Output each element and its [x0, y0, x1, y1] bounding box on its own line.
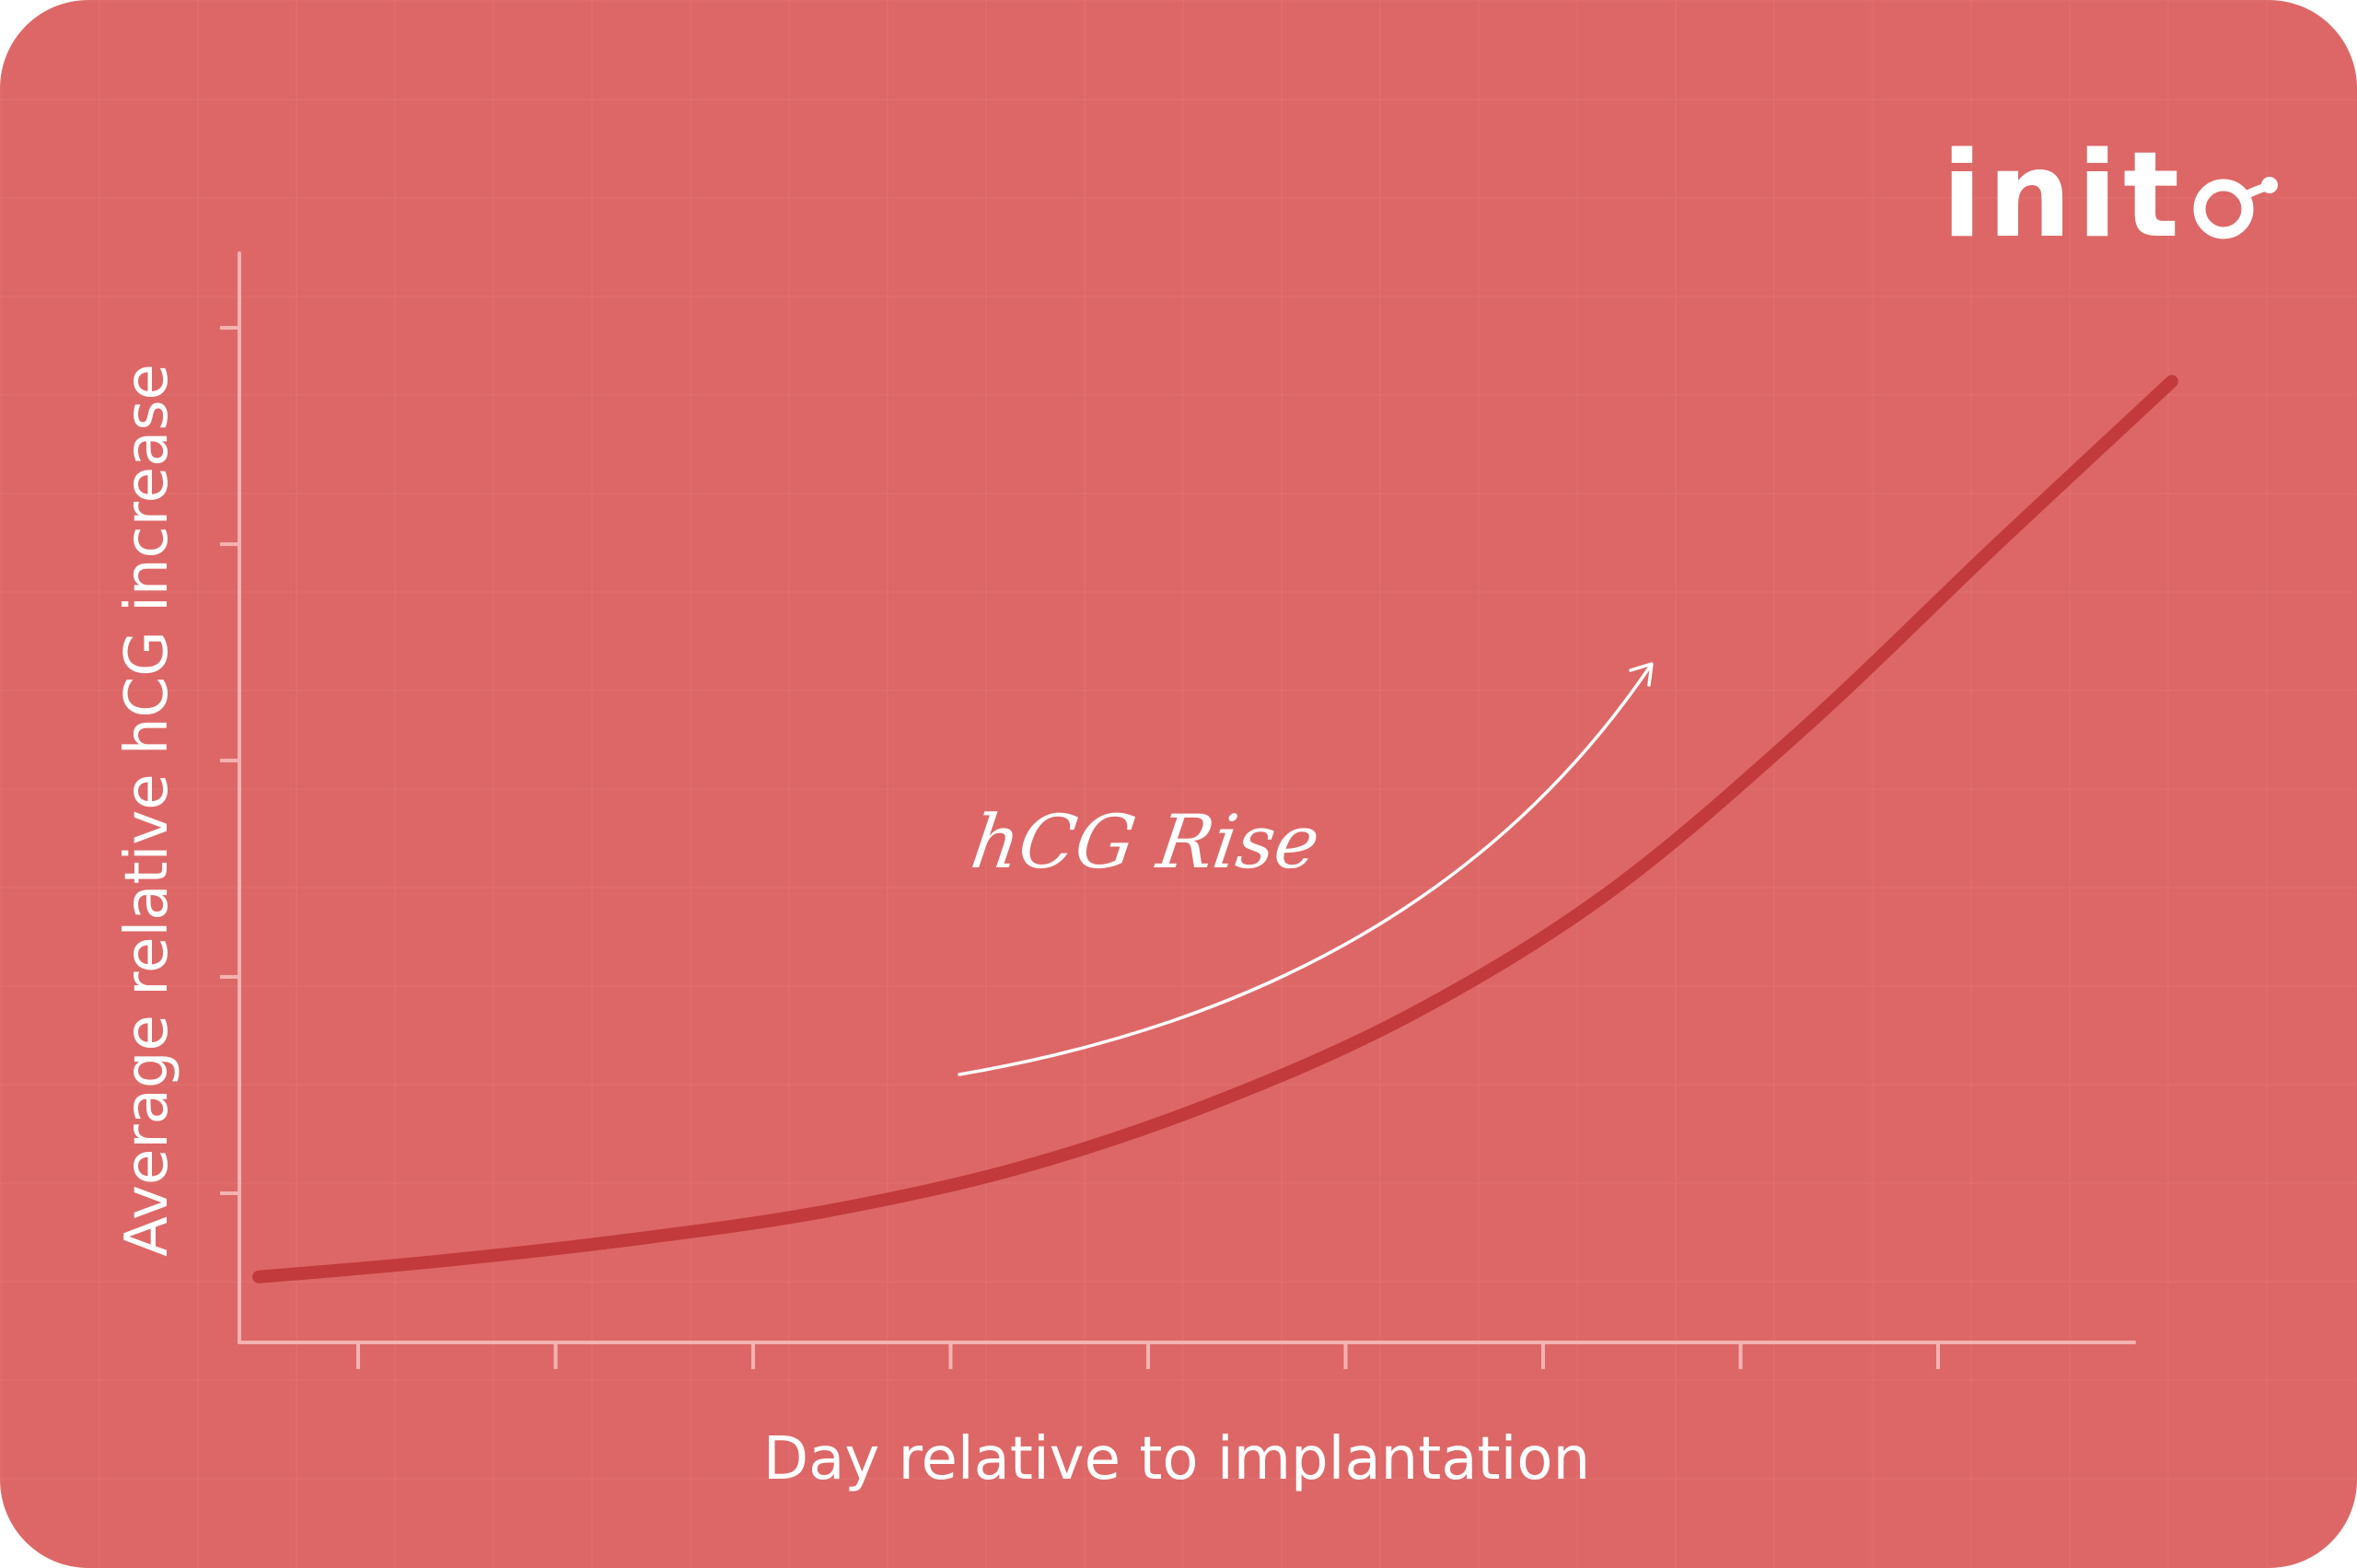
logo-wordmark: init — [1941, 127, 2185, 264]
x-axis-label: Day relative to implantation — [762, 1425, 1591, 1493]
inito-o-ring-icon — [2193, 177, 2278, 239]
hcg-curve-series-0 — [252, 375, 2178, 1283]
hcg-rise-arrow-shaft — [958, 665, 1652, 1076]
y-axis-label: Average relative hCG increase — [113, 364, 181, 1257]
hcg-rise-arrow-head — [1629, 662, 1654, 687]
hcg-rise-annotation: hCG Rise — [966, 799, 1325, 885]
chart-series — [252, 375, 2178, 1283]
inito-logo: init — [1942, 136, 2281, 256]
chart-axes — [220, 251, 2136, 1369]
hcg-rise-arrow — [958, 662, 1654, 1076]
